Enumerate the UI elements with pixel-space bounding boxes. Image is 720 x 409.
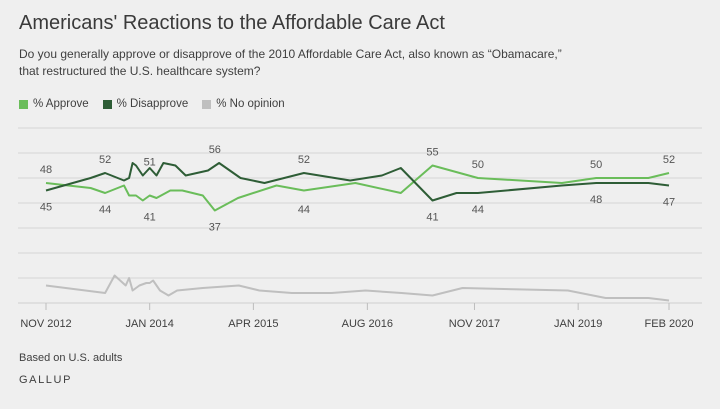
data-label: 37 — [209, 222, 221, 234]
data-label: 56 — [209, 144, 221, 156]
data-label: 48 — [40, 164, 52, 176]
data-label: 44 — [99, 204, 111, 216]
data-label: 52 — [99, 154, 111, 166]
legend-item-approve: % Approve — [19, 98, 89, 110]
legend-label-approve: % Approve — [33, 98, 89, 110]
x-tick-label: AUG 2016 — [342, 318, 393, 330]
data-label: 52 — [663, 154, 675, 166]
data-label: 41 — [144, 212, 156, 224]
data-label: 41 — [426, 212, 438, 224]
legend-swatch-disapprove — [102, 99, 112, 109]
data-label: 47 — [663, 197, 675, 209]
x-tick-label: JAN 2014 — [126, 318, 174, 330]
legend-item-disapprove: % Disapprove — [102, 98, 189, 110]
footnote: Based on U.S. adults — [19, 352, 123, 364]
series-line-no-opinion — [45, 274, 670, 302]
legend-label-no-opinion: % No opinion — [216, 98, 285, 110]
chart-title: Americans' Reactions to the Affordable C… — [19, 12, 445, 34]
data-label: 55 — [426, 147, 438, 159]
data-label: 45 — [40, 202, 52, 214]
legend-label-disapprove: % Disapprove — [116, 98, 189, 110]
data-label: 48 — [590, 194, 602, 206]
data-label: 51 — [144, 157, 156, 169]
legend-item-no-opinion: % No opinion — [202, 98, 285, 110]
data-label: 50 — [472, 159, 484, 171]
gallup-logo: GALLUP — [19, 374, 73, 386]
x-tick-label: NOV 2012 — [20, 318, 71, 330]
x-tick-label: JAN 2019 — [554, 318, 602, 330]
legend: % Approve % Disapprove % No opinion — [19, 98, 285, 110]
data-label: 44 — [298, 204, 310, 216]
series-line-approve — [45, 164, 670, 212]
legend-swatch-approve — [19, 99, 28, 109]
x-tick-label: FEB 2020 — [645, 318, 694, 330]
data-label: 50 — [590, 159, 602, 171]
data-label: 44 — [472, 204, 484, 216]
x-tick-label: APR 2015 — [228, 318, 278, 330]
data-label: 52 — [298, 154, 310, 166]
series-line-disapprove — [45, 162, 670, 202]
legend-swatch-no-opinion — [202, 99, 212, 109]
chart-subtitle: Do you generally approve or disapprove o… — [19, 47, 562, 78]
x-tick-label: NOV 2017 — [449, 318, 500, 330]
